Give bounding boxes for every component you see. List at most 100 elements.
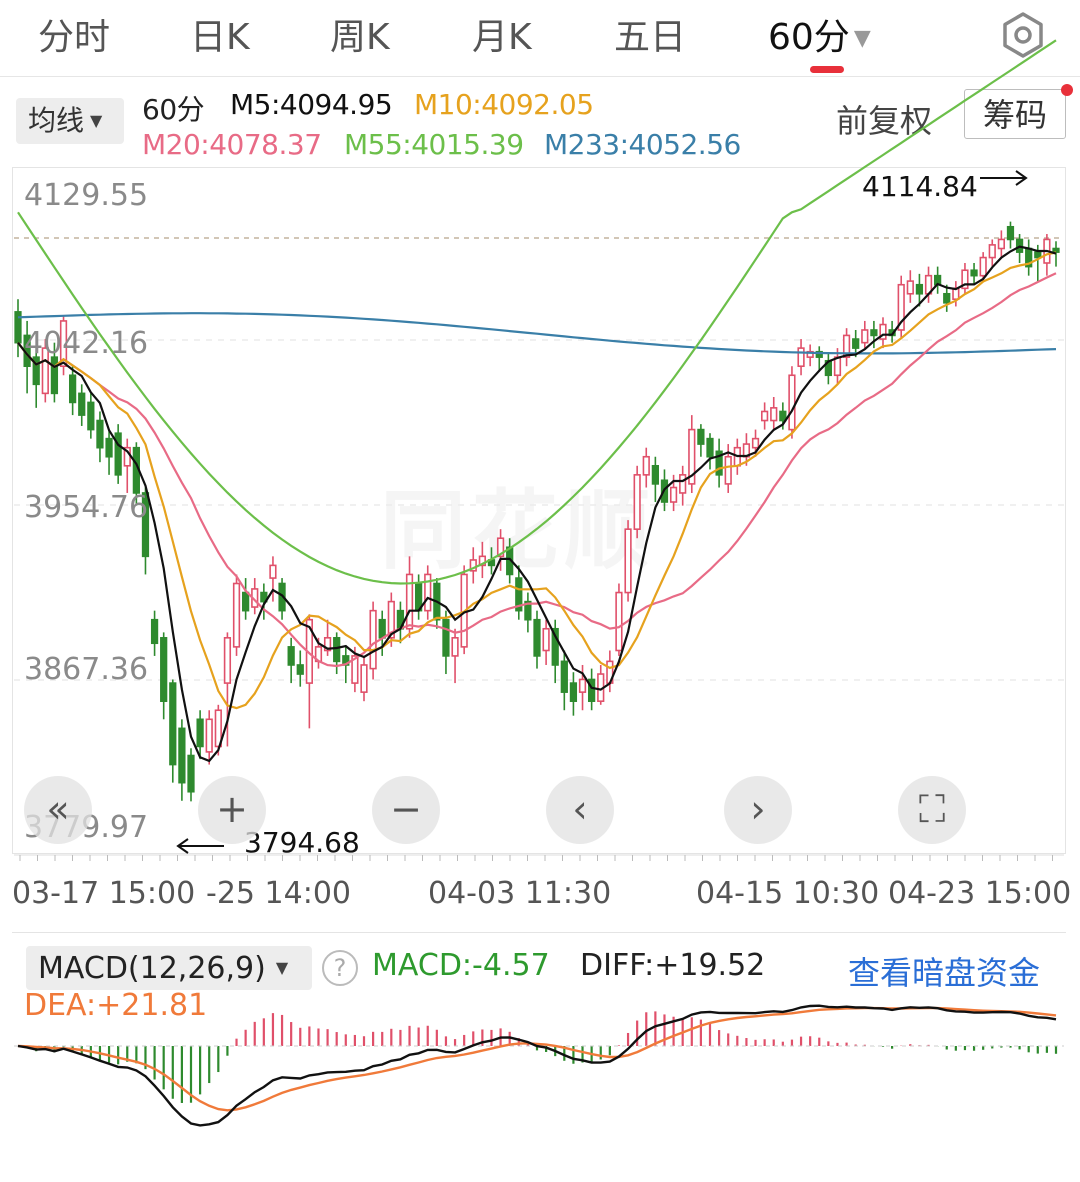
candle-body bbox=[1052, 247, 1060, 253]
candle-body bbox=[815, 350, 823, 358]
candle-body bbox=[169, 682, 177, 766]
rewind-icon[interactable]: « bbox=[24, 776, 92, 844]
zoom-in-icon[interactable]: + bbox=[198, 776, 266, 844]
zoom-out-icon[interactable]: − bbox=[372, 776, 440, 844]
candle-body bbox=[943, 292, 951, 304]
candle-body bbox=[533, 618, 541, 657]
candle-body bbox=[961, 269, 969, 290]
candle-body bbox=[779, 410, 787, 422]
candle-body bbox=[560, 660, 568, 693]
candle-body bbox=[569, 682, 578, 702]
macd-select-label: MACD(12,26,9) bbox=[38, 951, 266, 986]
fullscreen-icon[interactable]: ⛶ bbox=[898, 776, 966, 844]
diff-line bbox=[17, 1004, 1057, 1127]
y-tick-label: 4129.55 bbox=[24, 178, 149, 213]
candle-body bbox=[287, 646, 295, 666]
candle-body bbox=[615, 591, 623, 652]
candle-body bbox=[150, 618, 159, 645]
candle-body bbox=[870, 329, 878, 337]
candle-body bbox=[861, 329, 869, 344]
candle-body bbox=[724, 455, 732, 485]
candle-body bbox=[997, 238, 1005, 250]
candle-body bbox=[979, 256, 987, 277]
candle-body bbox=[1034, 251, 1042, 259]
candle-body bbox=[697, 428, 705, 445]
tab-weekly-k[interactable]: 周K bbox=[330, 17, 390, 58]
candle-body bbox=[496, 537, 505, 558]
candle-body bbox=[879, 323, 887, 340]
candle-body bbox=[14, 311, 22, 344]
chip-distribution-button[interactable]: 筹码 bbox=[964, 89, 1066, 139]
candle-body bbox=[633, 474, 641, 530]
candle-body bbox=[32, 356, 40, 386]
candle-body bbox=[59, 320, 68, 368]
candle-body bbox=[988, 244, 996, 259]
high-annotation: 4114.84 bbox=[862, 170, 978, 203]
tab-monthly-k[interactable]: 月K bbox=[472, 17, 532, 58]
candle-body bbox=[761, 410, 769, 422]
tab-five-day[interactable]: 五日 bbox=[614, 17, 687, 58]
settings-hexagon-icon[interactable] bbox=[998, 10, 1048, 60]
ma5-line bbox=[17, 245, 1057, 763]
ma-select-label: 均线 bbox=[28, 104, 85, 137]
candle-body bbox=[797, 347, 805, 368]
tab-daily-k[interactable]: 日K bbox=[190, 17, 250, 58]
candle-body bbox=[387, 600, 395, 639]
candle-body bbox=[296, 664, 304, 675]
macd-indicator-select[interactable]: MACD(12,26,9) ▼ bbox=[26, 946, 312, 990]
candle-body bbox=[114, 432, 122, 476]
candle-body bbox=[515, 577, 523, 612]
candle-body bbox=[269, 564, 277, 579]
x-tick-label: 03-17 15:00 bbox=[12, 876, 196, 911]
ma5-value: M5:4094.95 bbox=[230, 88, 393, 121]
candle-body bbox=[1006, 225, 1015, 241]
candle-body bbox=[770, 407, 778, 422]
ma55-line bbox=[17, 39, 1057, 585]
tab-60min-label: 60分 bbox=[768, 17, 850, 58]
help-icon[interactable]: ? bbox=[322, 950, 358, 986]
y-tick-label: 3954.76 bbox=[24, 490, 149, 525]
period-label: 60分 bbox=[142, 93, 205, 126]
candle-body bbox=[897, 283, 905, 331]
candle-body bbox=[788, 374, 796, 431]
candle-body bbox=[542, 627, 550, 652]
diff-value: DIFF:+19.52 bbox=[580, 948, 766, 983]
pan-left-icon[interactable]: ‹ bbox=[546, 776, 614, 844]
low-annotation: 3794.68 bbox=[244, 826, 360, 859]
ma233-value: M233:4052.56 bbox=[544, 128, 741, 161]
candle-body bbox=[915, 283, 924, 295]
x-tick-label: 04-15 10:30 bbox=[696, 876, 880, 911]
chevron-down-icon: ▼ bbox=[853, 26, 871, 51]
dropdown-triangle-icon: ▼ bbox=[90, 111, 103, 130]
candle-body bbox=[178, 727, 186, 784]
candle-body bbox=[451, 637, 459, 657]
pan-right-icon[interactable]: › bbox=[724, 776, 792, 844]
candle-body bbox=[160, 637, 168, 702]
notification-dot bbox=[1061, 84, 1073, 96]
candle-body bbox=[87, 401, 95, 431]
candle-body bbox=[351, 655, 359, 684]
x-tick-label: 04-23 15:00 bbox=[888, 876, 1072, 911]
high-arrow-icon bbox=[980, 170, 1028, 186]
ma-indicator-select[interactable]: 均线 ▼ bbox=[16, 98, 124, 144]
kline-chart-frame bbox=[12, 167, 1066, 854]
y-tick-label: 3867.36 bbox=[24, 652, 149, 687]
ma233-line bbox=[17, 312, 1057, 355]
candle-body bbox=[260, 591, 268, 603]
candle-body bbox=[96, 419, 104, 449]
candle-body bbox=[751, 437, 760, 449]
candle-body bbox=[669, 486, 678, 503]
ma55-value: M55:4015.39 bbox=[344, 128, 524, 161]
tab-60min[interactable]: 60分 ▼ bbox=[768, 8, 871, 60]
ma20-value: M20:4078.37 bbox=[142, 128, 322, 161]
candle-body bbox=[378, 618, 386, 639]
candle-body bbox=[642, 455, 650, 476]
tab-intraday[interactable]: 分时 bbox=[38, 17, 111, 58]
candle-body bbox=[842, 334, 851, 358]
dark-pool-funds-link[interactable]: 查看暗盘资金 bbox=[848, 954, 1041, 992]
candle-body bbox=[442, 618, 450, 657]
candle-body bbox=[679, 474, 687, 494]
period-tab-bar: 分时 日K 周K 月K 五日 60分 ▼ bbox=[0, 0, 1080, 77]
candle-body bbox=[205, 718, 213, 753]
